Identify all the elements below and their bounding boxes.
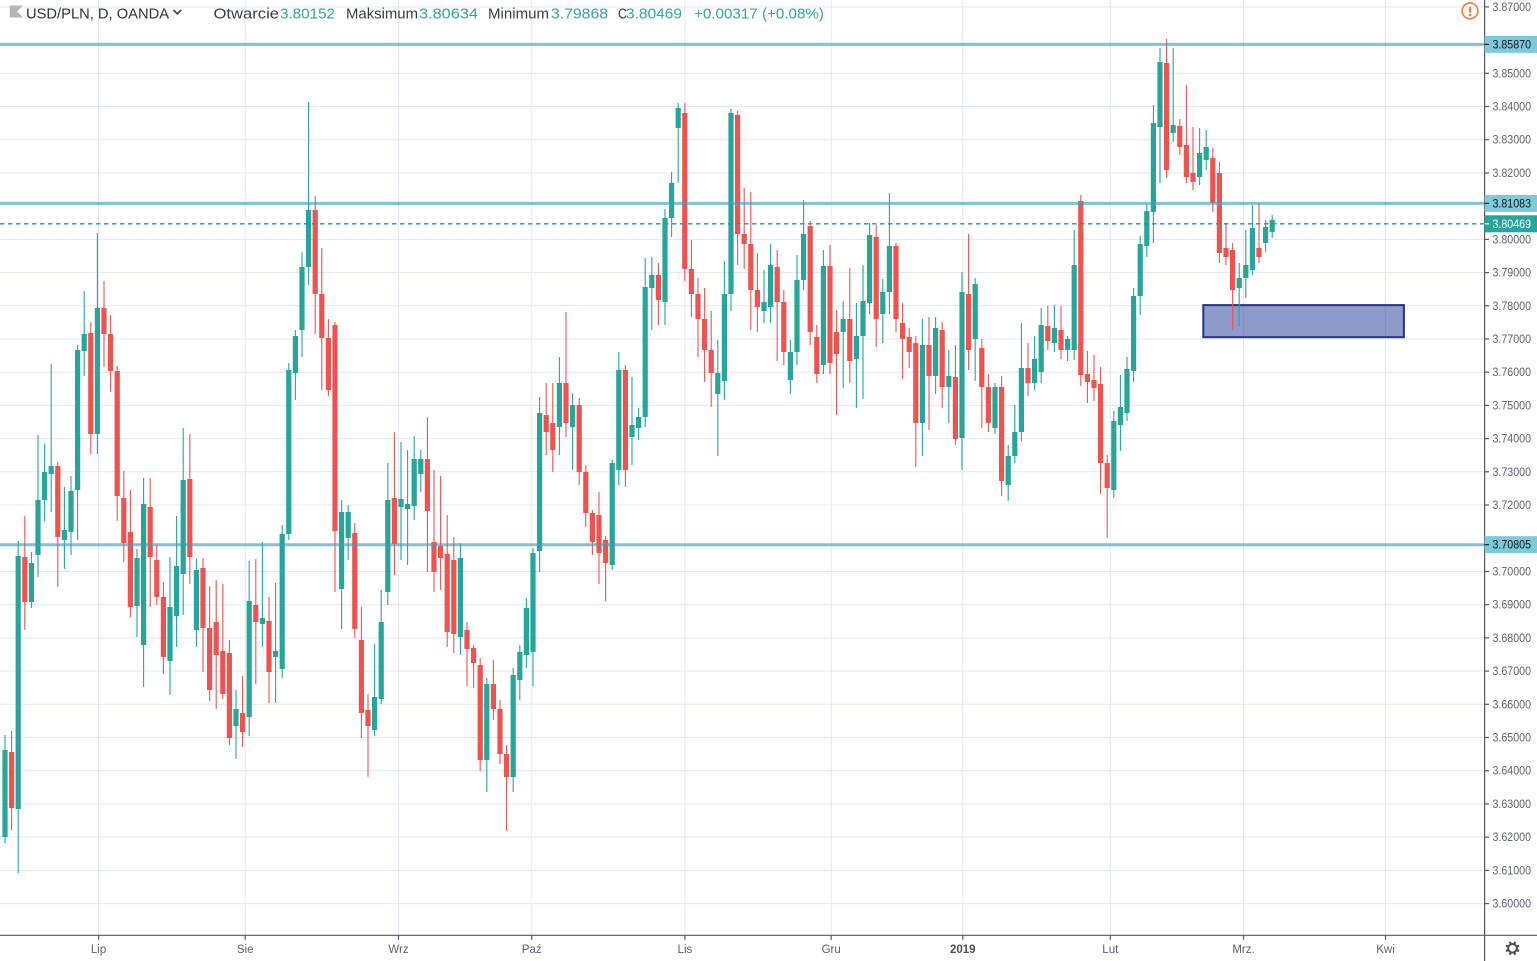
svg-text:Wrz: Wrz [388, 944, 408, 956]
svg-text:3.61000: 3.61000 [1493, 865, 1532, 877]
svg-text:3.77000: 3.77000 [1493, 334, 1532, 346]
svg-text:3.72000: 3.72000 [1493, 500, 1532, 512]
svg-text:Otwarcie: Otwarcie [214, 6, 280, 23]
svg-text:3.79000: 3.79000 [1493, 268, 1532, 280]
svg-text:3.82000: 3.82000 [1493, 168, 1532, 180]
svg-text:+0.00317 (+0.08%): +0.00317 (+0.08%) [694, 6, 824, 23]
svg-text:3.60000: 3.60000 [1493, 899, 1532, 911]
svg-text:3.70805: 3.70805 [1493, 540, 1532, 552]
svg-text:3.63000: 3.63000 [1493, 799, 1532, 811]
svg-text:3.81083: 3.81083 [1493, 198, 1532, 210]
svg-text:3.85000: 3.85000 [1493, 68, 1532, 80]
svg-text:Lip: Lip [91, 944, 106, 956]
svg-text:3.70000: 3.70000 [1493, 567, 1532, 579]
svg-text:3.66000: 3.66000 [1493, 699, 1532, 711]
svg-text:Maksimum: Maksimum [346, 6, 418, 23]
svg-text:Lis: Lis [678, 944, 693, 956]
svg-text:3.67000: 3.67000 [1493, 666, 1532, 678]
svg-text:3.68000: 3.68000 [1493, 633, 1532, 645]
svg-text:3.69000: 3.69000 [1493, 600, 1532, 612]
svg-text:3.76000: 3.76000 [1493, 367, 1532, 379]
svg-text:3.80469: 3.80469 [626, 6, 682, 23]
svg-text:C: C [618, 6, 627, 23]
svg-text:Gru: Gru [822, 944, 841, 956]
svg-text:3.80152: 3.80152 [280, 6, 335, 23]
svg-text:Paź: Paź [522, 944, 542, 956]
svg-text:3.74000: 3.74000 [1493, 434, 1532, 446]
svg-text:3.83000: 3.83000 [1493, 135, 1532, 147]
svg-text:2019: 2019 [950, 944, 976, 956]
svg-text:3.80634: 3.80634 [419, 6, 478, 23]
svg-text:3.73000: 3.73000 [1493, 467, 1532, 479]
svg-text:3.65000: 3.65000 [1493, 733, 1532, 745]
svg-text:3.79868: 3.79868 [551, 6, 608, 23]
svg-text:USD/PLN, D, OANDA: USD/PLN, D, OANDA [26, 6, 170, 23]
svg-text:Minimum: Minimum [488, 6, 549, 23]
svg-text:3.84000: 3.84000 [1493, 102, 1532, 114]
svg-text:3.87000: 3.87000 [1493, 2, 1532, 14]
svg-text:3.78000: 3.78000 [1493, 301, 1532, 313]
svg-text:3.62000: 3.62000 [1493, 832, 1532, 844]
svg-text:3.80469: 3.80469 [1493, 219, 1532, 231]
svg-text:Mrz.: Mrz. [1232, 944, 1254, 956]
svg-text:Lut: Lut [1102, 944, 1119, 956]
svg-text:3.75000: 3.75000 [1493, 400, 1532, 412]
svg-text:3.85870: 3.85870 [1493, 39, 1532, 51]
svg-text:3.64000: 3.64000 [1493, 766, 1532, 778]
svg-text:3.80000: 3.80000 [1493, 234, 1532, 246]
svg-text:Sie: Sie [237, 944, 254, 956]
svg-text:Kwi: Kwi [1376, 944, 1395, 956]
